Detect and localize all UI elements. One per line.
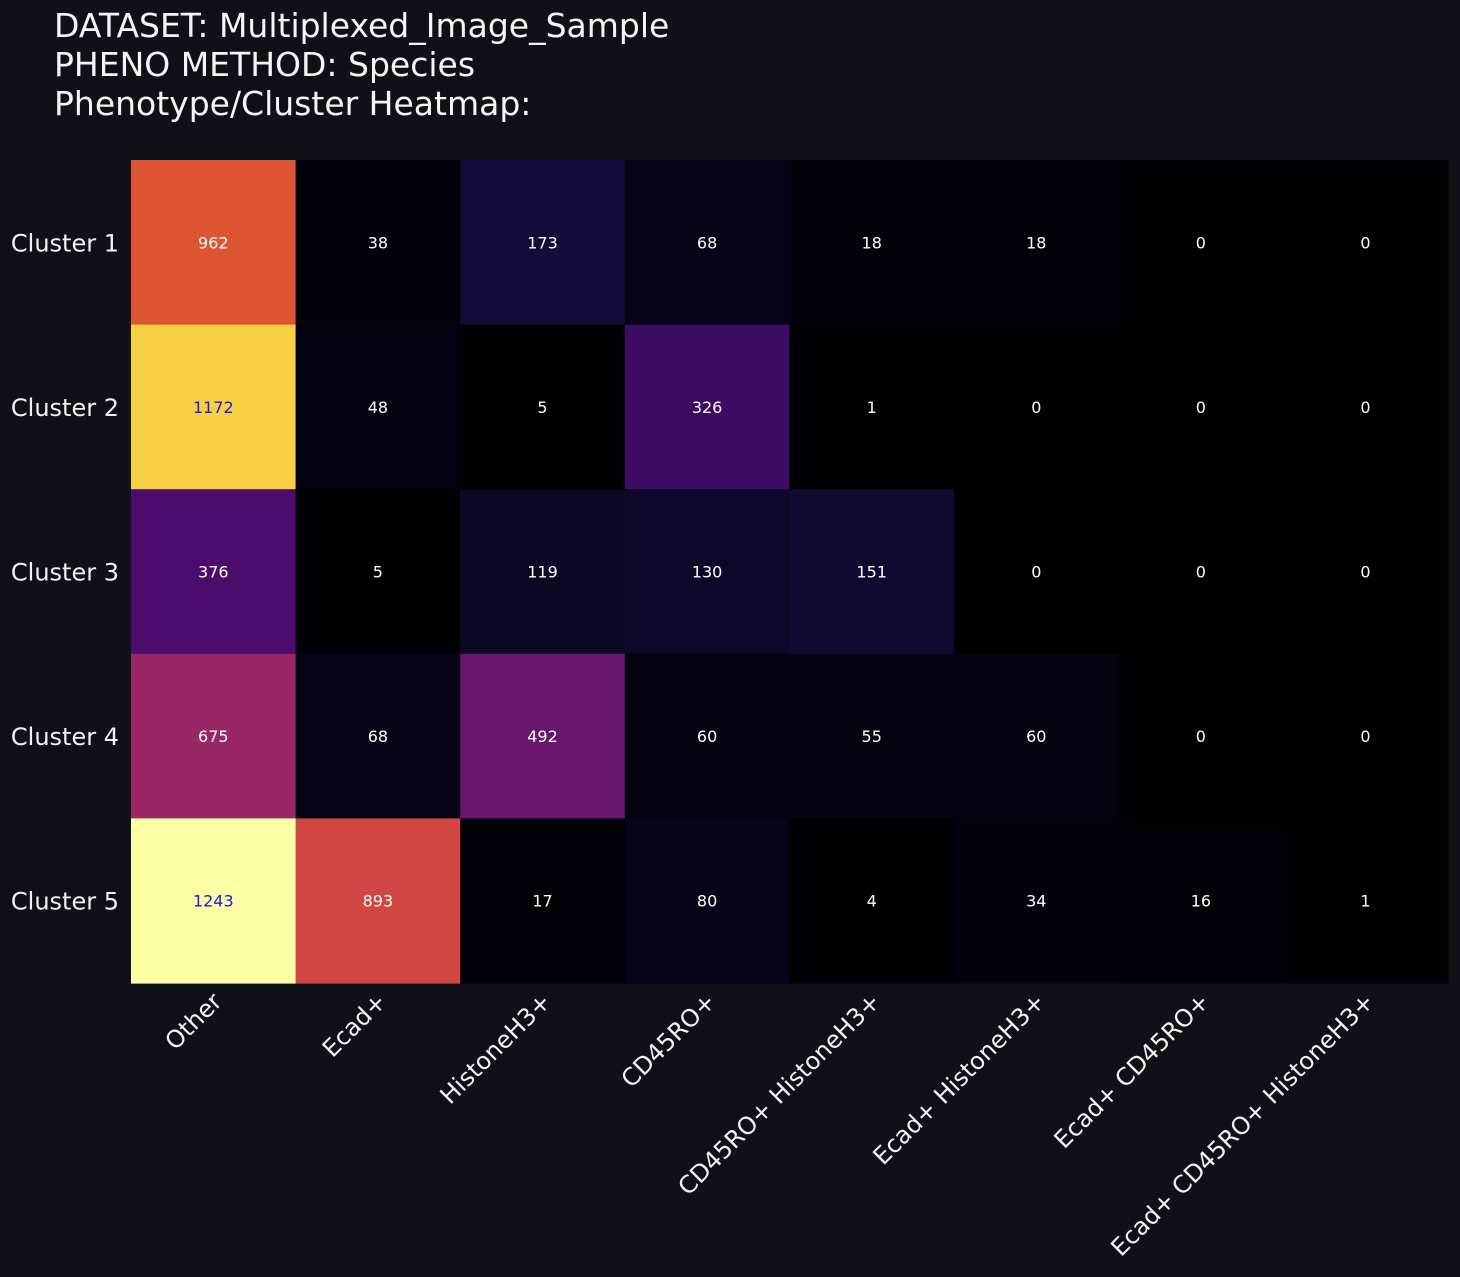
heatmap-cell-value: 0 — [1196, 398, 1206, 417]
heatmap-cell — [954, 160, 1120, 326]
heatmap-cell — [789, 653, 955, 819]
heatmap-cell — [131, 324, 297, 490]
heatmap-cell-value: 0 — [1031, 398, 1041, 417]
heatmap-cell — [1118, 489, 1284, 655]
heatmap-cell — [295, 324, 461, 490]
heatmap-cell — [460, 160, 626, 326]
heatmap-cell-value: 60 — [697, 727, 717, 746]
heatmap-cell — [1283, 324, 1449, 490]
heatmap-cell — [460, 653, 626, 819]
heatmap-cell-value: 16 — [1191, 892, 1211, 911]
heatmap-cell — [789, 818, 955, 984]
dataset-title: DATASET: Multiplexed_Image_Sample — [54, 6, 670, 45]
row-label: Cluster 5 — [11, 888, 119, 916]
heatmap-cell — [295, 653, 461, 819]
heatmap-cell-value: 17 — [532, 892, 552, 911]
pheno-method-title: PHENO METHOD: Species — [54, 45, 476, 84]
heatmap-cell — [131, 653, 297, 819]
chart-title-block: DATASET: Multiplexed_Image_Sample PHENO … — [54, 6, 669, 123]
heatmap-cell-value: 0 — [1360, 727, 1370, 746]
heatmap-cell-value: 1172 — [193, 398, 234, 417]
heatmap-cell — [789, 489, 955, 655]
heatmap-cell-value: 1 — [867, 398, 877, 417]
heatmap-cell-value: 376 — [198, 563, 229, 582]
heatmap-cell — [954, 489, 1120, 655]
heatmap-cell-value: 0 — [1196, 727, 1206, 746]
heatmap-cell — [1118, 818, 1284, 984]
heatmap-cell — [954, 324, 1120, 490]
heatmap-cell-value: 5 — [537, 398, 547, 417]
heatmap-cell — [460, 324, 626, 490]
column-label: Ecad+ CD45RO+ HistoneH3+ — [1105, 987, 1379, 1261]
heatmap-cell-value: 492 — [527, 727, 558, 746]
row-label: Cluster 4 — [11, 723, 119, 751]
heatmap-cell — [954, 818, 1120, 984]
heatmap-cell — [624, 160, 790, 326]
heatmap-cell-value: 68 — [697, 233, 717, 252]
heatmap-cell-value: 48 — [368, 398, 388, 417]
heatmap-cell-value: 4 — [867, 892, 877, 911]
heatmap-cell — [624, 653, 790, 819]
heatmap-cell-value: 55 — [862, 727, 882, 746]
heatmap-cell-value: 151 — [856, 563, 887, 582]
row-label: Cluster 1 — [11, 229, 119, 257]
heatmap-cell — [954, 653, 1120, 819]
heatmap-cell-value: 962 — [198, 233, 229, 252]
heatmap-cell — [131, 160, 297, 326]
heatmap-cell — [624, 818, 790, 984]
heatmap-cell-value: 0 — [1360, 398, 1370, 417]
column-label: Other — [160, 987, 228, 1055]
heatmap-cell — [295, 489, 461, 655]
heatmap-cell — [1118, 160, 1284, 326]
heatmap-cell-value: 119 — [527, 563, 558, 582]
heatmap-cell-value: 675 — [198, 727, 229, 746]
column-label: HistoneH3+ — [435, 987, 557, 1109]
heatmap-cell — [1283, 818, 1449, 984]
heatmap-cell — [131, 818, 297, 984]
heatmap-cell-value: 0 — [1360, 233, 1370, 252]
heatmap-cell — [460, 818, 626, 984]
column-label: Ecad+ CD45RO+ — [1049, 987, 1216, 1154]
heatmap-cell — [624, 324, 790, 490]
heatmap-cell — [1118, 324, 1284, 490]
heatmap-cell-value: 18 — [862, 233, 882, 252]
column-label: Ecad+ HistoneH3+ — [868, 987, 1051, 1170]
heatmap-cell-value: 1243 — [193, 892, 234, 911]
heatmap-cell-value: 1 — [1360, 892, 1370, 911]
heatmap-cell — [1283, 653, 1449, 819]
heatmap-cell-value: 18 — [1026, 233, 1046, 252]
heatmap-cell — [624, 489, 790, 655]
heatmap-cell-value: 173 — [527, 233, 558, 252]
heatmap-cell-value: 0 — [1196, 233, 1206, 252]
heatmap-cell-value: 5 — [373, 563, 383, 582]
heatmap-cell-value: 34 — [1026, 892, 1046, 911]
heatmap-cell-value: 68 — [368, 727, 388, 746]
heatmap-cell-value: 80 — [697, 892, 717, 911]
heatmap-cell — [789, 324, 955, 490]
heatmap-cell-value: 893 — [363, 892, 394, 911]
heatmap-title: Phenotype/Cluster Heatmap: — [54, 84, 532, 123]
heatmap-cell — [1283, 489, 1449, 655]
heatmap-cell-value: 0 — [1031, 563, 1041, 582]
heatmap-cell-value: 130 — [692, 563, 723, 582]
heatmap-cell — [789, 160, 955, 326]
heatmap-cell — [131, 489, 297, 655]
heatmap-cell — [1118, 653, 1284, 819]
heatmap-cell — [295, 818, 461, 984]
heatmap-cell — [460, 489, 626, 655]
heatmap-cell-value: 326 — [692, 398, 723, 417]
row-label: Cluster 3 — [11, 559, 119, 587]
heatmap-cell — [1283, 160, 1449, 326]
heatmap-cell — [295, 160, 461, 326]
row-label: Cluster 2 — [11, 394, 119, 422]
heatmap-cell-value: 60 — [1026, 727, 1046, 746]
column-label: CD45RO+ — [616, 987, 722, 1093]
heatmap-cell-value: 0 — [1360, 563, 1370, 582]
column-label: Ecad+ — [317, 987, 392, 1062]
heatmap-cell-value: 38 — [368, 233, 388, 252]
heatmap-cell-value: 0 — [1196, 563, 1206, 582]
